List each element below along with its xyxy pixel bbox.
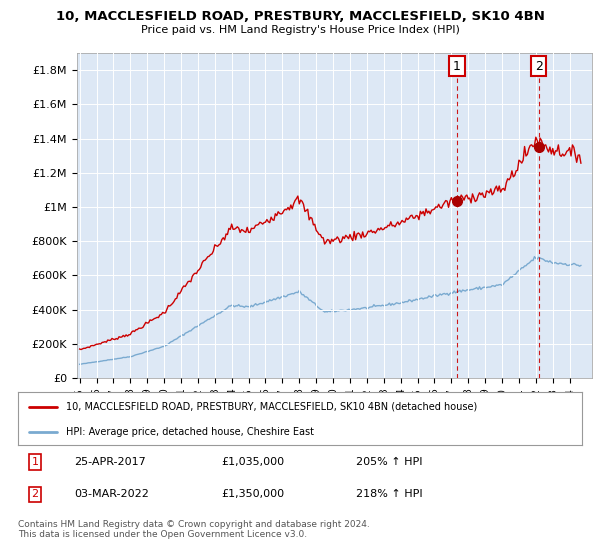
Text: 2: 2 xyxy=(31,489,38,500)
Text: 10, MACCLESFIELD ROAD, PRESTBURY, MACCLESFIELD, SK10 4BN: 10, MACCLESFIELD ROAD, PRESTBURY, MACCLE… xyxy=(56,10,544,23)
Text: £1,035,000: £1,035,000 xyxy=(221,457,284,467)
Text: 1: 1 xyxy=(453,60,461,73)
Text: 205% ↑ HPI: 205% ↑ HPI xyxy=(356,457,423,467)
Text: 25-APR-2017: 25-APR-2017 xyxy=(74,457,146,467)
Text: Price paid vs. HM Land Registry's House Price Index (HPI): Price paid vs. HM Land Registry's House … xyxy=(140,25,460,35)
Text: 218% ↑ HPI: 218% ↑ HPI xyxy=(356,489,423,500)
Text: 1: 1 xyxy=(31,457,38,467)
Text: HPI: Average price, detached house, Cheshire East: HPI: Average price, detached house, Ches… xyxy=(66,427,314,437)
Text: 03-MAR-2022: 03-MAR-2022 xyxy=(74,489,149,500)
Text: 2: 2 xyxy=(535,60,542,73)
Text: 10, MACCLESFIELD ROAD, PRESTBURY, MACCLESFIELD, SK10 4BN (detached house): 10, MACCLESFIELD ROAD, PRESTBURY, MACCLE… xyxy=(66,402,477,412)
Text: Contains HM Land Registry data © Crown copyright and database right 2024.
This d: Contains HM Land Registry data © Crown c… xyxy=(18,520,370,539)
Text: £1,350,000: £1,350,000 xyxy=(221,489,284,500)
